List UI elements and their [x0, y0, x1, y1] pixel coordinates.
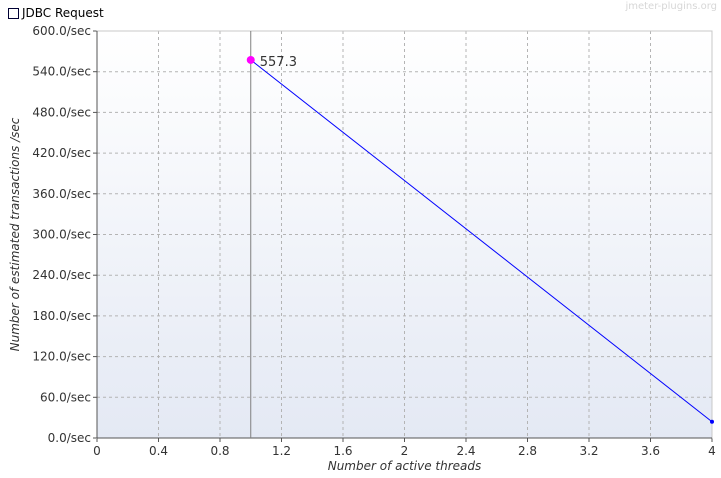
legend-label-jdbc-request: JDBC Request: [22, 6, 104, 20]
y-tick-label: 60.0/sec: [40, 390, 91, 404]
y-tick-label: 360.0/sec: [32, 187, 91, 201]
x-tick-label: 3.6: [641, 444, 660, 458]
y-tick-label: 240.0/sec: [32, 268, 91, 282]
y-tick-label: 480.0/sec: [32, 105, 91, 119]
x-tick-label: 0.8: [210, 444, 229, 458]
legend: JDBC Request: [8, 6, 104, 20]
y-tick-label: 600.0/sec: [32, 24, 91, 38]
x-tick-label: 1.2: [272, 444, 291, 458]
data-point: [710, 419, 714, 424]
legend-swatch-jdbc-request: [8, 7, 19, 19]
x-axis-title: Number of active threads: [328, 459, 482, 473]
y-tick-label: 180.0/sec: [32, 309, 91, 323]
series-line-0: [250, 59, 713, 423]
highlight-value-label: 557.3: [260, 55, 297, 70]
x-tick-label: 1.6: [333, 444, 352, 458]
x-tick-label: 2.8: [518, 444, 537, 458]
y-tick-label: 300.0/sec: [32, 228, 91, 242]
x-tick-label: 3.2: [579, 444, 598, 458]
x-tick-label: 0.4: [149, 444, 168, 458]
y-axis-title: Number of estimated transactions /sec: [8, 117, 22, 351]
x-tick-label: 2.4: [456, 444, 475, 458]
watermark: jmeter-plugins.org: [625, 1, 717, 12]
x-tick-label: 4: [708, 444, 716, 458]
x-tick-label: 2: [401, 444, 409, 458]
y-tick-label: 120.0/sec: [32, 350, 91, 364]
y-tick-label: 540.0/sec: [32, 65, 91, 79]
highlight-point: [246, 55, 255, 64]
y-tick-label: 420.0/sec: [32, 146, 91, 160]
y-tick-label: 0.0/sec: [48, 431, 91, 445]
x-tick-label: 0: [93, 444, 101, 458]
